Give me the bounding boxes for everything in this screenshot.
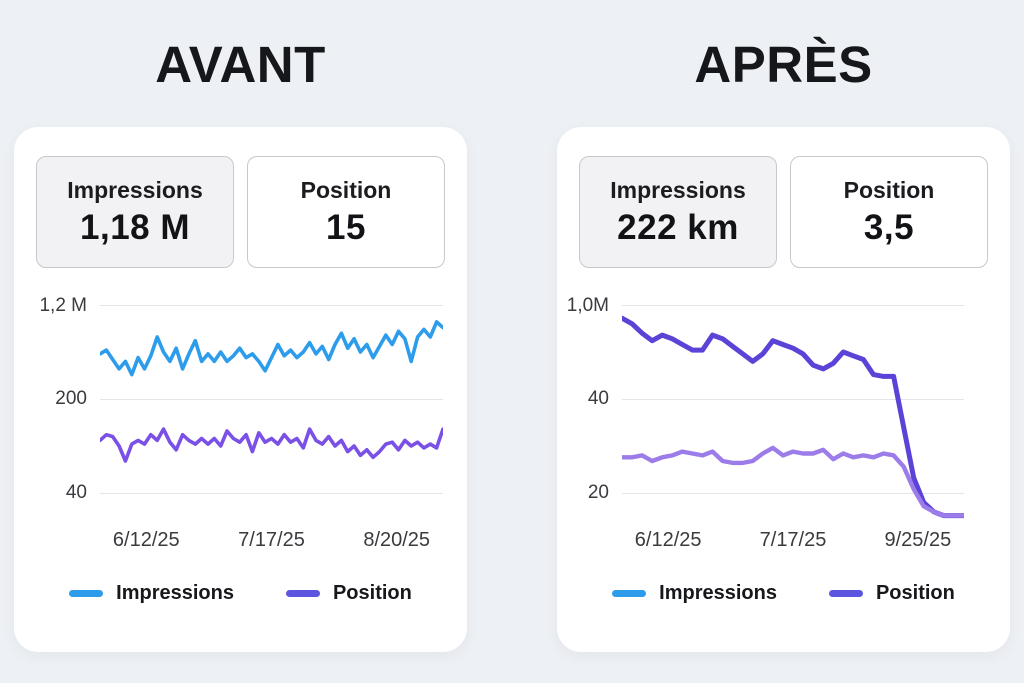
gridline	[622, 399, 964, 400]
gridline	[622, 493, 964, 494]
y-axis-tick: 40	[65, 482, 87, 503]
x-axis-tick: 6/12/25	[634, 529, 702, 551]
chart-legend: Impressions Position	[14, 579, 467, 607]
legend-label: Impressions	[116, 581, 234, 604]
line-chart-avant: 1,2 M 200 40 6/12/25 7/17/25 8/20/25	[14, 293, 467, 559]
chart-series-svg	[100, 320, 443, 463]
impressions-metric-value: 222 km	[617, 207, 739, 247]
position-metric-label: Position	[300, 176, 392, 203]
gridline	[100, 399, 443, 400]
x-axis-tick: 8/20/25	[363, 529, 431, 551]
y-axis-tick: 1,2 M	[39, 295, 87, 316]
position-metric-box[interactable]: Position 15	[247, 156, 445, 268]
y-axis-tick: 40	[587, 388, 609, 409]
impressions-metric-label: Impressions	[610, 176, 746, 203]
x-axis-tick: 7/17/25	[238, 529, 305, 551]
panel-title-apres: APRÈS	[694, 36, 873, 93]
x-axis-tick: 9/25/25	[884, 529, 952, 551]
x-axis-tick: 7/17/25	[759, 529, 827, 551]
legend-item-position: Position	[828, 581, 955, 605]
position-line-swatch	[285, 589, 320, 597]
x-axis-tick: 6/12/25	[112, 529, 180, 551]
legend-item-impressions: Impressions	[69, 582, 234, 605]
position-metric-box[interactable]: Position 3,5	[790, 156, 988, 268]
y-axis-tick: 1,0M	[566, 295, 609, 316]
line-chart-apres: 1,0M 40 20 6/12/25 7/17/25 9/25/25	[557, 293, 1010, 559]
impressions-metric-value: 1,18 M	[80, 207, 190, 247]
panel-title-avant: AVANT	[155, 36, 326, 93]
y-axis-tick: 20	[587, 482, 609, 503]
chart-legend: Impressions Position	[557, 579, 1010, 607]
impressions-metric-box[interactable]: Impressions 1,18 M	[36, 156, 234, 268]
y-axis-tick: 200	[55, 388, 87, 409]
impressions-metric-label: Impressions	[67, 176, 203, 203]
impressions-metric-box[interactable]: Impressions 222 km	[579, 156, 777, 268]
position-line-swatch	[828, 589, 863, 597]
plot-area: 1,0M 40 20 6/12/25 7/17/25 9/25/25	[567, 293, 964, 551]
impressions-line-swatch	[69, 589, 104, 597]
gridline	[100, 493, 443, 494]
metrics-row: Impressions 1,18 M Position 15	[36, 156, 445, 268]
legend-label: Position	[875, 581, 955, 604]
legend-label: Position	[332, 581, 412, 604]
gridline	[622, 305, 964, 306]
position-metric-label: Position	[843, 176, 935, 203]
legend-label: Impressions	[659, 581, 777, 604]
position-metric-value: 15	[326, 207, 366, 247]
card-avant: Impressions 1,18 M Position 15 1,2 M 200…	[14, 127, 467, 652]
chart-series-svg	[622, 315, 964, 519]
plot-area: 1,2 M 200 40 6/12/25 7/17/25 8/20/25	[39, 293, 443, 551]
legend-item-impressions: Impressions	[612, 582, 777, 605]
legend-item-position: Position	[285, 581, 412, 605]
impressions-line-swatch	[612, 589, 647, 597]
gridline	[100, 305, 443, 306]
metrics-row: Impressions 222 km Position 3,5	[579, 156, 988, 268]
card-apres: Impressions 222 km Position 3,5 1,0M 40 …	[557, 127, 1010, 652]
position-metric-value: 3,5	[863, 207, 915, 247]
